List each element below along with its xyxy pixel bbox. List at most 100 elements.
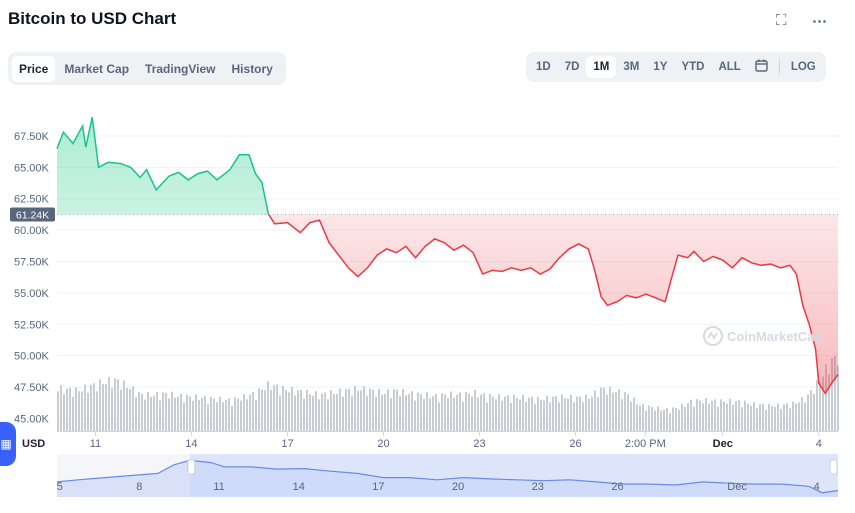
navigator-tick-label: 11 [213,481,224,493]
volume-bars [57,355,839,431]
volume-bar [69,387,71,431]
volume-bar [66,388,68,431]
film-icon[interactable]: ▦ [0,422,16,466]
volume-bar [507,395,509,431]
volume-bar [99,379,101,431]
volume-bar [321,393,323,431]
range-7d[interactable]: 7D [564,61,580,73]
volume-bar [237,398,239,431]
volume-bar [249,394,251,431]
volume-bar [573,402,575,431]
volume-bar [546,395,548,431]
x-tick-label: 11 [90,438,101,450]
volume-bar [585,394,587,431]
volume-bar [627,394,629,431]
volume-bar [492,396,494,431]
volume-bar [741,407,743,431]
volume-bar [462,401,464,431]
x-tick-label: 14 [185,438,197,450]
volume-bar [96,391,98,431]
navigator-tick-label: 23 [532,481,544,493]
range-ytd[interactable]: YTD [681,61,705,73]
volume-bar [693,407,695,431]
navigator-handle-right[interactable] [829,459,838,475]
volume-bar [669,413,671,431]
range-1d[interactable]: 1D [536,61,551,73]
tab-tradingview[interactable]: TradingView [145,61,216,76]
volume-bar [444,394,446,431]
y-tick-label: 67.50K [14,131,50,143]
volume-bar [186,394,188,431]
volume-bar [111,387,113,431]
volume-bar [804,402,806,431]
range-1m[interactable]: 1M [586,56,617,78]
range-navigator[interactable]: 5 8 11 14 17 20 23 26 Dec 4 [57,454,839,497]
volume-bar [63,394,65,431]
volume-bar [651,407,653,431]
volume-bar [348,388,350,431]
volume-bar [471,396,473,431]
volume-bar [567,398,569,431]
volume-bar [408,394,410,431]
volume-bar [672,407,674,431]
log-toggle[interactable]: LOG [790,61,816,73]
volume-bar [231,406,233,431]
volume-bar [726,403,728,431]
volume-bar [819,382,821,431]
volume-bar [138,391,140,431]
range-3m[interactable]: 3M [623,61,640,73]
volume-bar [516,397,518,431]
volume-bar [618,389,620,431]
volume-bar [642,404,644,431]
range-1y[interactable]: 1Y [653,61,668,73]
volume-bar [60,385,62,431]
y-tick-label: 47.50K [14,382,50,394]
volume-bar [102,383,104,431]
volume-bar [513,394,515,431]
volume-bar [510,403,512,431]
volume-bar [189,396,191,431]
volume-bar [381,394,383,431]
volume-bar [261,389,263,431]
volume-bar [489,394,491,431]
navigator-tick-label: 26 [611,481,623,493]
volume-bar [678,409,680,431]
volume-bar [732,404,734,431]
volume-bar [834,355,836,431]
volume-bar [354,385,356,431]
volume-bar [366,396,368,431]
volume-bar [216,402,218,431]
volume-bar [723,401,725,431]
volume-bar [597,397,599,431]
x-tick-label: 26 [569,438,581,450]
volume-bar [675,407,677,431]
navigator-tick-label: 17 [372,481,384,493]
volume-bar [660,410,662,431]
volume-bar [219,396,221,431]
price-line [56,116,839,395]
coinmarketcap-logo-mark [707,331,718,340]
volume-bar [522,395,524,431]
divider [778,59,780,75]
volume-bar [132,386,134,431]
volume-bar [441,393,443,431]
tab-history[interactable]: History [231,61,273,76]
expand-icon[interactable]: ⛶ [776,12,787,29]
volume-bar [144,399,146,431]
volume-bar [786,403,788,431]
navigator-tick-label: 5 [57,481,63,493]
tab-market-cap[interactable]: Market Cap [64,61,130,76]
volume-bar [300,389,302,431]
navigator-handle-left[interactable] [187,459,196,475]
volume-bar [180,393,182,431]
volume-bar [165,392,167,431]
range-all[interactable]: ALL [718,61,741,73]
volume-bar [174,397,176,431]
volume-bar [528,397,530,431]
calendar-icon[interactable] [748,54,775,80]
volume-bar [201,398,203,431]
price-chart[interactable]: 61.24K 45.00K 47.50K 50.00K 52.50K 55.00K 57.… [0,92,855,513]
more-dots-icon[interactable]: ⋯ [812,13,827,30]
tab-price[interactable]: Price [12,55,56,82]
x-axis: USD 11 14 17 20 23 26 2:00 PM Dec 4 [22,431,838,450]
